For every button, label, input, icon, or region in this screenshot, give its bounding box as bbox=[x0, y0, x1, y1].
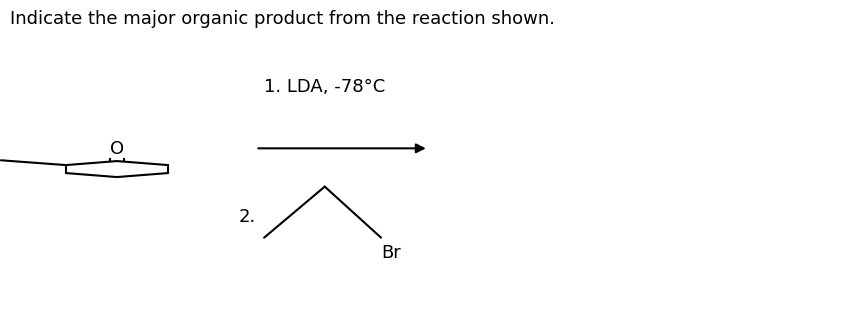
Text: Br: Br bbox=[381, 244, 401, 262]
Text: 1. LDA, -78°C: 1. LDA, -78°C bbox=[264, 78, 385, 96]
Text: 2.: 2. bbox=[238, 208, 255, 226]
Text: O: O bbox=[110, 140, 124, 159]
Text: Indicate the major organic product from the reaction shown.: Indicate the major organic product from … bbox=[10, 10, 555, 27]
